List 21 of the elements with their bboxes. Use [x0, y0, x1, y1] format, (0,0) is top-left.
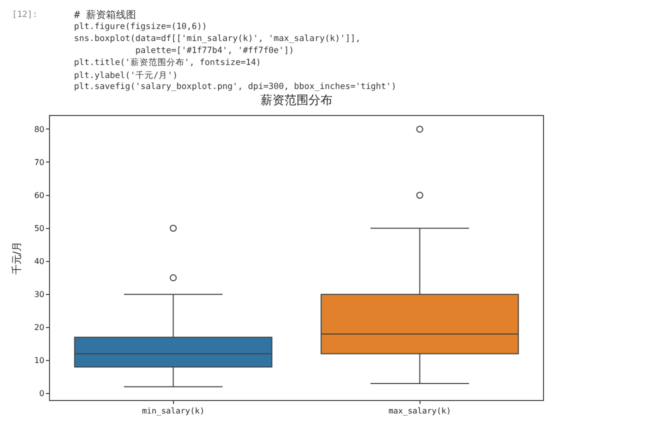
y-tick-label: 10 — [34, 356, 44, 366]
y-tick-label: 40 — [34, 257, 44, 266]
chart-title: 薪资范围分布 — [260, 93, 332, 108]
text: plt.ylabel('千元/月') — [74, 70, 178, 81]
y-tick-label: 50 — [34, 224, 44, 234]
x-tick-label: min_salary(k) — [142, 406, 205, 416]
y-tick-label: 0 — [39, 389, 44, 398]
text: # 薪资箱线图 — [74, 9, 136, 21]
x-tick-label: max_salary(k) — [388, 406, 452, 416]
text: plt.title('薪资范围分布', fontsize=14) — [74, 57, 262, 68]
y-tick-label: 70 — [34, 158, 44, 168]
text: [12]: — [12, 10, 38, 20]
text: plt.figure(figsize=(10,6)) — [74, 22, 208, 32]
text: palette=['#1f77b4', '#ff7f0e']) — [74, 46, 294, 56]
y-tick-label: 80 — [34, 125, 44, 134]
text: plt.savefig('salary_boxplot.png', dpi=300, bbox_inches='tight') — [74, 82, 396, 92]
text: sns.boxplot(data=df[['min_salary(k)', 'max_salary(k)']], — [74, 34, 361, 44]
y-tick-label: 20 — [34, 323, 44, 332]
y-tick-label: 30 — [34, 290, 44, 300]
y-tick-label: 60 — [34, 191, 44, 200]
y-axis-title: 千元/月 — [11, 241, 23, 275]
